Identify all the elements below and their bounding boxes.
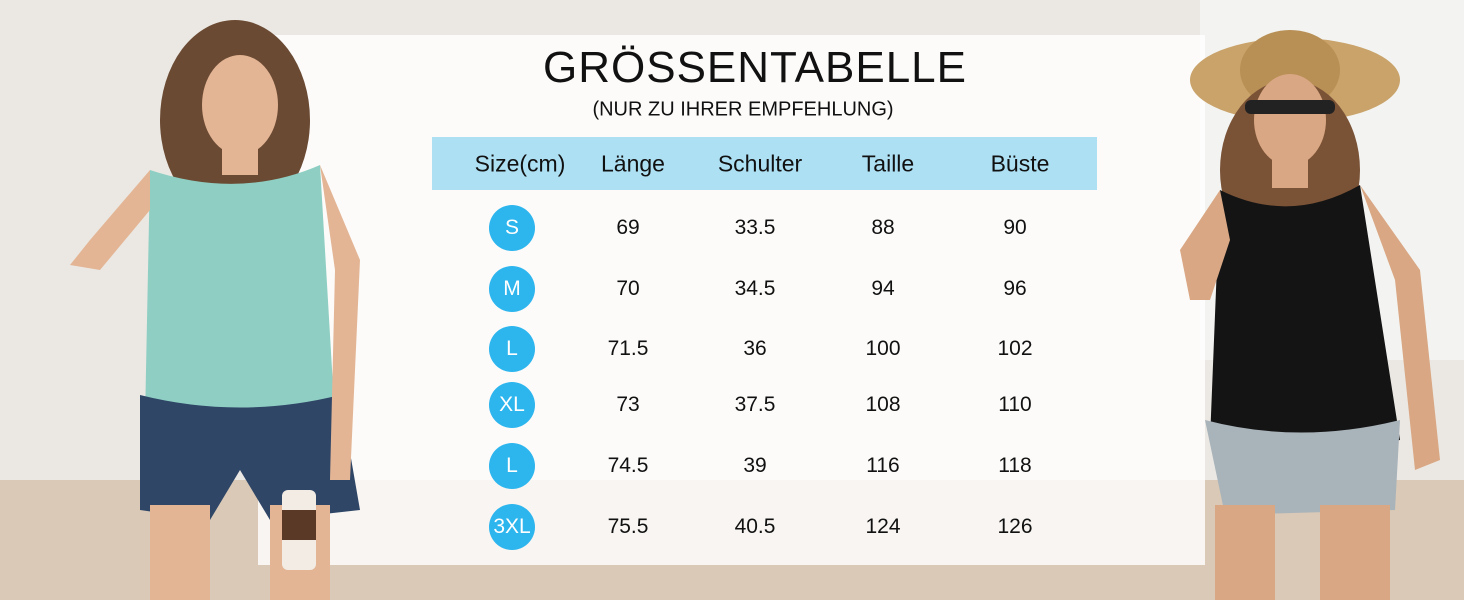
column-header: Büste — [990, 150, 1050, 177]
table-cell: 102 — [997, 337, 1033, 360]
table-cell: 94 — [871, 277, 895, 300]
table-cell: 100 — [865, 337, 901, 360]
table-cell: 69 — [616, 216, 640, 239]
table-cell: 70 — [616, 277, 640, 300]
table-cell: 75.5 — [607, 515, 649, 538]
right-model — [1180, 30, 1440, 600]
size-badge: M — [489, 266, 535, 312]
left-model — [70, 20, 360, 600]
table-cell: 36 — [743, 337, 767, 360]
table-cell: 73 — [616, 393, 640, 416]
table-cell: 39 — [743, 454, 767, 477]
size-badge: XL — [489, 382, 535, 428]
table-cell: 33.5 — [734, 216, 776, 239]
table-cell: 108 — [865, 393, 901, 416]
table-cell: 124 — [865, 515, 901, 538]
header-band — [432, 137, 1097, 190]
column-header: Taille — [861, 150, 915, 177]
table-cell: 71.5 — [607, 337, 649, 360]
table-cell: 96 — [1003, 277, 1027, 300]
table-cell: 34.5 — [734, 277, 776, 300]
size-badge: S — [489, 205, 535, 251]
table-cell: 37.5 — [734, 393, 776, 416]
table-cell: 116 — [866, 454, 900, 477]
subtitle: (NUR ZU IHRER EMPFEHLUNG) — [592, 98, 894, 121]
size-badge: 3XL — [489, 504, 535, 550]
table-cell: 90 — [1003, 216, 1027, 239]
table-cell: 110 — [998, 393, 1032, 416]
size-badge: L — [489, 326, 535, 372]
table-cell: 40.5 — [734, 515, 776, 538]
title: GRÖSSENTABELLE — [543, 43, 967, 92]
table-cell: 88 — [871, 216, 895, 239]
column-header: Schulter — [717, 150, 803, 177]
column-header: Size(cm) — [474, 150, 566, 177]
table-cell: 74.5 — [607, 454, 649, 477]
column-header: Länge — [601, 150, 665, 177]
table-cell: 118 — [998, 454, 1032, 477]
table-panel — [258, 35, 1205, 565]
table-cell: 126 — [997, 515, 1033, 538]
size-badge: L — [489, 443, 535, 489]
